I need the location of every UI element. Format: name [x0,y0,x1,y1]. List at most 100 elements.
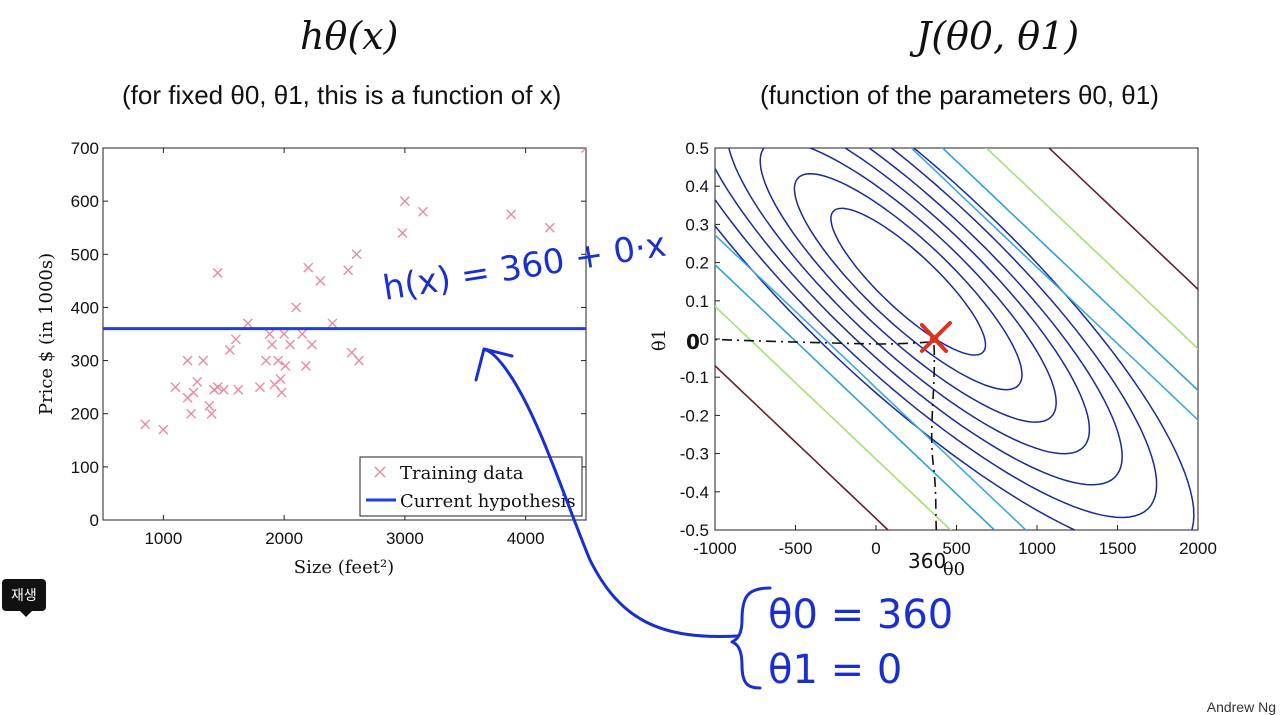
training-point [545,223,554,232]
training-point [193,377,202,386]
training-point [280,330,289,339]
contour-ellipse [794,174,1022,390]
contour-ellipse [694,79,1122,485]
contour-outer-line [639,0,1280,537]
hypothesis-handwritten-label: h(x) = 360 + 0·x [380,225,669,309]
scatter-x-axis-label-text: Size (feet²) [294,557,394,578]
y-tick-label: 500 [71,245,99,264]
contour-x-tick-label: 500 [942,539,970,558]
scatter-y-axis-label: Price $ (in 1000s) [36,253,57,415]
contour-y-tick-label: -0.5 [680,521,709,540]
contour-x-tick-label: -500 [778,539,812,558]
contour-x-tick-label: 0 [871,539,880,558]
brace-icon [732,588,770,688]
contour-y-tick-label: 0.5 [685,139,709,158]
training-point [400,197,409,206]
training-point [307,340,316,349]
theta1-value-handwritten: 0 [686,330,700,354]
y-tick-label: 300 [71,352,99,371]
contour-outer-line [708,0,1280,472]
contour-y-tick-label: 0.4 [685,177,709,196]
training-point [243,319,252,328]
training-point [213,268,222,277]
contour-outer-line [676,0,1280,502]
training-point [281,361,290,370]
training-point [262,356,271,365]
training-point [277,388,286,397]
x-tick-label: 3000 [386,529,424,548]
training-point [304,263,313,272]
training-point [316,276,325,285]
contour-y-tick-label: -0.3 [680,445,709,464]
contour-x-tick-label: -1000 [693,539,736,558]
contour-ellipse [831,208,986,355]
contour-x-tick-label: 1000 [1018,539,1056,558]
y-tick-label: 200 [71,405,99,424]
training-point [255,383,264,392]
contour-y-tick-label: 0.3 [685,215,709,234]
training-point [292,303,301,312]
theta0-value-handwritten: 360 [908,549,946,573]
contour-x-axis-label: θ0 [943,559,965,580]
theta1-equation: θ1 = 0 [768,647,902,693]
training-point [187,409,196,418]
training-point [189,388,198,397]
x-tick-label: 1000 [144,529,182,548]
contour-y-tick-label: -0.1 [680,368,709,387]
training-point [205,401,214,410]
training-point [298,330,307,339]
y-tick-label: 600 [71,192,99,211]
contour-y-tick-label: -0.4 [680,483,709,502]
training-data-points [141,144,591,435]
training-point [183,356,192,365]
marker-dot [930,335,938,343]
legend: Training data Current hypothesis [360,457,582,516]
contour-outer-line [495,26,1178,674]
author-credit: Andrew Ng [1207,699,1276,715]
y-tick-label: 0 [90,511,99,530]
contour-y-tick-label: 0.2 [685,254,709,273]
contour-y-tick-label: 0.1 [685,292,709,311]
training-point [398,229,407,238]
contour-plot-frame [715,148,1198,530]
training-point [286,340,295,349]
training-point [159,425,168,434]
training-point [418,207,427,216]
training-point [225,345,234,354]
contour-y-tick-label: -0.2 [680,406,709,425]
x-tick-label: 4000 [507,529,545,548]
training-point [171,383,180,392]
training-point [507,210,516,219]
training-point [344,266,353,275]
contour-ellipse [623,11,1194,553]
training-point [141,420,150,429]
training-point [207,409,216,418]
training-point [276,375,285,384]
training-point [328,319,337,328]
training-point [354,356,363,365]
current-parameters-marker [922,323,950,351]
scatter-x-axis-label: Size (feet²) [294,557,394,578]
contour-y-tick-label: 0 [700,330,709,349]
y-tick-label: 100 [71,458,99,477]
training-point [268,340,277,349]
contour-x-tick-label: 1500 [1099,539,1137,558]
x-tick-label: 2000 [265,529,303,548]
y-tick-label: 700 [71,139,99,158]
legend-training-label: Training data [400,463,524,484]
training-point [231,335,240,344]
theta0-equation: θ0 = 360 [768,592,953,638]
training-point [301,361,310,370]
training-point [274,356,283,365]
training-point [199,356,208,365]
play-tooltip: 재생 [2,579,46,611]
legend-hypothesis-label: Current hypothesis [400,491,576,512]
training-point [265,330,274,339]
contour-ellipse [660,46,1157,518]
y-tick-label: 400 [71,298,99,317]
training-point [234,385,243,394]
training-point [352,250,361,259]
contour-x-tick-label: 2000 [1179,539,1217,558]
